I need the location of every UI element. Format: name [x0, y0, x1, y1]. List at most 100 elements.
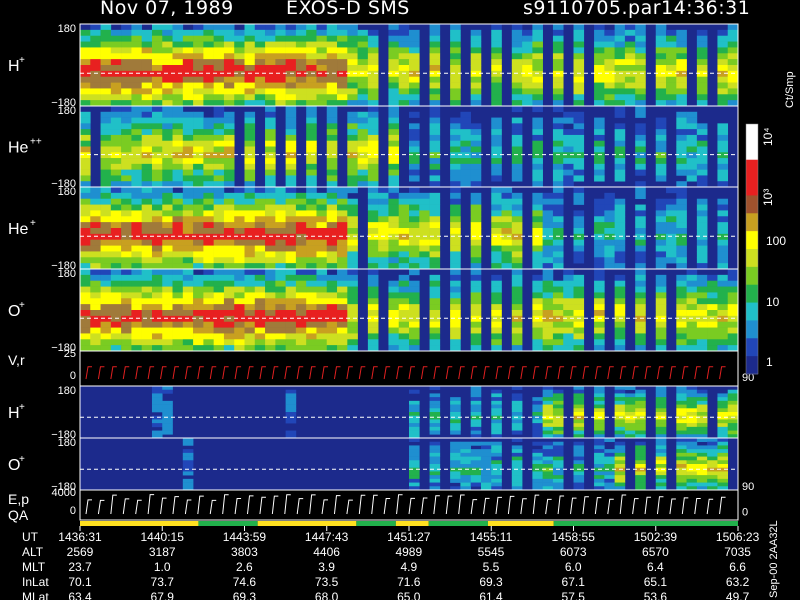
heatmap-cell: [337, 29, 348, 37]
heatmap-cell: [141, 123, 153, 130]
heatmap-cell: [635, 286, 646, 293]
heatmap-cell: [254, 245, 266, 252]
heatmap-cell: [347, 35, 358, 42]
heatmap-cell: [244, 41, 256, 48]
heatmap-cell: [213, 94, 225, 101]
heatmap-cell: [522, 47, 533, 54]
heatmap-cell: [141, 70, 153, 78]
heatmap-cell: [604, 239, 615, 246]
heatmap-cell: [388, 251, 400, 258]
heatmap-cell: [162, 163, 173, 170]
heatmap-cell: [511, 482, 523, 487]
heatmap-cell: [80, 251, 91, 258]
heatmap-cell: [367, 88, 379, 95]
heatmap-cell: [542, 434, 554, 439]
heatmap-cell: [141, 204, 153, 211]
heatmap-cell: [151, 423, 163, 428]
heatmap-cell: [409, 333, 420, 340]
heatmap-cell: [337, 286, 348, 293]
heatmap-cell: [337, 192, 348, 200]
heatmap-cell: [409, 415, 420, 420]
heatmap-cell: [450, 430, 461, 435]
table-cell: 2569: [67, 545, 94, 559]
heatmap-cell: [707, 298, 718, 305]
heatmap-cell: [655, 70, 667, 78]
heatmap-cell: [141, 163, 153, 170]
heatmap-cell: [686, 434, 698, 439]
heatmap-cell: [388, 239, 400, 246]
heatmap-cell: [491, 430, 502, 435]
heatmap-cell: [655, 65, 667, 72]
heatmap-cell: [110, 35, 122, 42]
heatmap-cell: [676, 53, 687, 60]
heatmap-cell: [223, 152, 235, 159]
heatmap-cell: [635, 449, 646, 454]
heatmap-cell: [182, 29, 194, 37]
heatmap-cell: [450, 441, 461, 446]
heatmap-cell: [450, 134, 461, 142]
table-cell: 6570: [642, 545, 669, 559]
heatmap-cell: [552, 53, 564, 60]
heatmap-cell: [121, 292, 132, 299]
heatmap-cell: [635, 94, 646, 101]
heatmap-cell: [429, 65, 441, 72]
heatmap-cell: [285, 286, 297, 293]
heatmap-cell: [265, 35, 276, 42]
heatmap-cell: [285, 41, 297, 48]
heatmap-cell: [275, 315, 286, 323]
heatmap-cell: [295, 35, 307, 42]
heatmap-cell: [80, 192, 91, 200]
heatmap-cell: [285, 333, 297, 340]
heatmap-cell: [696, 41, 708, 48]
heatmap-cell: [182, 41, 194, 48]
table-cell: 74.6: [233, 575, 257, 589]
heatmap-cell: [635, 100, 646, 107]
heatmap-cell: [121, 286, 132, 293]
heatmap-cell: [470, 280, 482, 287]
heatmap-cell: [727, 415, 739, 420]
heatmap-cell: [80, 175, 91, 182]
heatmap-cell: [727, 88, 739, 95]
heatmap-cell: [162, 59, 173, 66]
heatmap-cell: [316, 41, 328, 48]
heatmap-cell: [429, 327, 441, 334]
heatmap-cell: [131, 181, 142, 188]
heatmap-cell: [141, 106, 153, 113]
heatmap-cell: [429, 216, 441, 223]
heatmap-cell: [573, 222, 585, 229]
panel-label-sup: +: [19, 300, 25, 311]
heatmap-cell: [151, 181, 163, 188]
heatmap-cell: [151, 65, 163, 72]
heatmap-cell: [542, 460, 554, 465]
heatmap-cell: [552, 181, 564, 188]
heatmap-cell: [655, 280, 667, 287]
heatmap-cell: [594, 467, 605, 472]
heatmap-cell: [594, 228, 605, 235]
heatmap-cell: [223, 333, 235, 340]
heatmap-cell: [285, 321, 297, 328]
heatmap-cell: [100, 298, 112, 305]
heatmap-cell: [635, 445, 646, 450]
heatmap-cell: [614, 198, 626, 205]
heatmap-cell: [244, 117, 256, 124]
heatmap-cell: [491, 163, 502, 170]
heatmap-cell: [388, 29, 400, 37]
heatmap-cell: [635, 41, 646, 48]
heatmap-cell: [285, 146, 297, 153]
heatmap-cell: [121, 280, 132, 287]
heatmap-cell: [727, 82, 739, 89]
heatmap-cell: [110, 339, 122, 346]
heatmap-cell: [367, 251, 379, 258]
heatmap-cell: [234, 100, 245, 107]
heatmap-cell: [388, 70, 400, 78]
heatmap-cell: [295, 321, 307, 328]
heatmap-cell: [285, 304, 297, 311]
heatmap-cell: [624, 24, 636, 31]
heatmap-cell: [696, 210, 708, 217]
heatmap-cell: [470, 192, 482, 200]
heatmap-cell: [409, 192, 420, 200]
heatmap-cell: [295, 310, 307, 317]
heatmap-cell: [100, 245, 112, 252]
heatmap-cell: [696, 486, 708, 491]
heatmap-cell: [614, 82, 626, 89]
